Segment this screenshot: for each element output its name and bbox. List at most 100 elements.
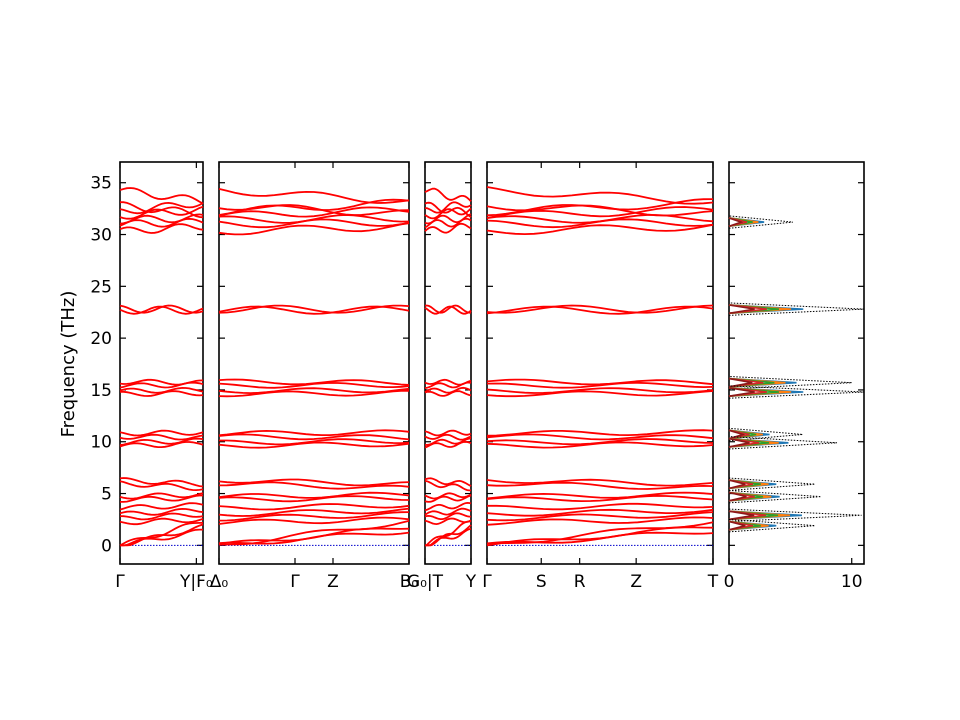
band-line (486, 494, 714, 503)
band-line (120, 390, 204, 397)
band-line (424, 520, 472, 547)
band-line (486, 531, 714, 545)
dos-partial-peak (728, 479, 746, 490)
dos-total-peak (728, 489, 822, 504)
band-line (119, 517, 204, 526)
xtick-label: Z (630, 572, 642, 592)
band-line (218, 218, 410, 229)
dos-partial-peak (728, 387, 755, 397)
band-line (424, 517, 472, 526)
band-line (119, 217, 204, 228)
band-line (486, 508, 714, 517)
band-line (218, 429, 410, 437)
band-line (486, 429, 714, 437)
ytick-label: 30 (90, 226, 112, 246)
band-line (218, 507, 410, 517)
band-line (486, 206, 714, 219)
band-line (218, 198, 410, 216)
ytick-label: 10 (90, 433, 112, 453)
band-line (119, 433, 204, 441)
xtick-label: S (536, 572, 547, 592)
band-line (218, 495, 410, 503)
band-line (486, 198, 714, 217)
dos-total-peak (728, 215, 793, 229)
dos-partial-peak (728, 429, 746, 440)
panel-p3: G₀|T Y (407, 161, 477, 592)
band-line (119, 507, 204, 516)
band-line (424, 222, 472, 234)
band-line (424, 440, 472, 449)
panel-p1: Γ Y|F₀ 0 5 10 15 20 25 30 35 (90, 161, 213, 592)
band-line (486, 381, 714, 389)
band-line (424, 501, 472, 512)
ytick-label: 25 (90, 277, 112, 297)
band-line (218, 305, 410, 315)
band-line (486, 186, 714, 205)
xtick-label: Δ₀ (210, 572, 229, 592)
band-line (119, 477, 204, 488)
band-line (486, 433, 714, 441)
xtick-label: Y|F₀ (179, 572, 213, 592)
band-line (119, 429, 204, 437)
dos-partial-peak (728, 377, 753, 388)
band-line (218, 222, 410, 236)
ytick-label: 0 (101, 536, 112, 556)
ytick-label: 35 (90, 174, 112, 194)
band-line (424, 390, 472, 397)
dos-partial-peak (728, 510, 755, 521)
band-line (424, 207, 472, 220)
band-line (218, 531, 410, 545)
dos-total-peak (728, 302, 865, 316)
band-line (119, 305, 204, 315)
band-line (424, 480, 471, 492)
band-line (119, 521, 204, 547)
band-line (218, 188, 410, 204)
xtick-label: R (574, 572, 586, 592)
dos-total-peak (728, 508, 862, 523)
y-axis-label: Frequency (THz) (58, 291, 79, 438)
band-line (486, 378, 714, 386)
band-line (119, 223, 204, 234)
dos-partial-peak (728, 491, 747, 502)
band-line (486, 387, 714, 394)
dos-partial-peak (728, 304, 755, 315)
band-line (424, 201, 472, 218)
band-line (424, 492, 472, 500)
xtick-label: B₀ (400, 572, 419, 592)
band-line (486, 478, 714, 487)
band-line (424, 201, 472, 214)
dos-frame (728, 161, 865, 565)
band-line (486, 521, 714, 545)
band-line (424, 305, 472, 315)
ytick-label: 15 (90, 381, 112, 401)
band-line (424, 494, 472, 503)
band-line (119, 437, 204, 446)
band-line (119, 201, 204, 215)
band-line (218, 520, 410, 546)
band-line (424, 187, 472, 203)
band-line (119, 512, 204, 521)
band-line (119, 502, 204, 511)
band-line (218, 491, 410, 499)
dos-partial-peak (728, 217, 744, 227)
dos-xtick-label: 0 (724, 572, 735, 592)
band-line (486, 390, 714, 398)
band-line (486, 224, 714, 236)
band-line (219, 438, 410, 446)
band-line (120, 494, 203, 503)
band-line (424, 217, 472, 229)
band-line (424, 512, 472, 520)
dos-total-peak (728, 385, 865, 399)
band-line (486, 304, 714, 314)
band-line (486, 441, 714, 449)
band-line (218, 433, 410, 441)
xtick-label: Γ (115, 572, 125, 592)
band-line (218, 481, 410, 490)
band-line (119, 187, 204, 205)
band-line (218, 206, 410, 218)
band-line (424, 429, 472, 437)
band-line (424, 477, 472, 487)
xtick-label: Y (465, 572, 477, 592)
dos-total-peak (728, 427, 803, 442)
